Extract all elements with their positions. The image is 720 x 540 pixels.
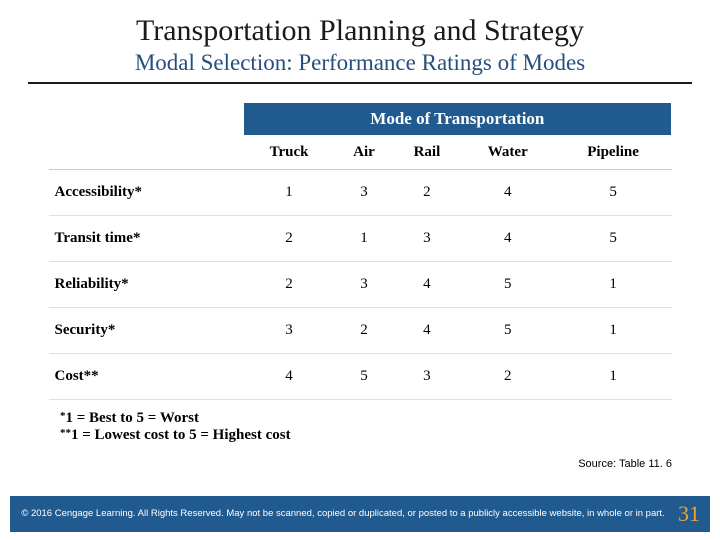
source-line: Source: Table 11. 6 [28, 444, 692, 476]
cell: 2 [243, 216, 335, 262]
cell: 1 [335, 216, 393, 262]
slide: Transportation Planning and Strategy Mod… [0, 0, 720, 540]
ratings-table: Mode of Transportation Truck Air Rail Wa… [48, 102, 672, 400]
cell: 2 [243, 262, 335, 308]
page-number: 31 [666, 501, 700, 527]
cell: 2 [393, 170, 461, 216]
table-row: Reliability* 2 3 4 5 1 [49, 262, 672, 308]
slide-subtitle: Modal Selection: Performance Ratings of … [28, 50, 692, 76]
cell: 3 [335, 262, 393, 308]
slide-title: Transportation Planning and Strategy [28, 14, 692, 48]
cell: 2 [335, 308, 393, 354]
col-water: Water [461, 136, 555, 170]
cell: 4 [461, 170, 555, 216]
super-header-label: Mode of Transportation [243, 103, 671, 136]
footnotes: *1 = Best to 5 = Worst **1 = Lowest cost… [28, 400, 692, 444]
cell: 1 [555, 262, 672, 308]
cell: 5 [461, 262, 555, 308]
cell: 1 [243, 170, 335, 216]
row-label: Reliability* [49, 262, 244, 308]
cell: 5 [335, 354, 393, 400]
cell: 1 [555, 354, 672, 400]
cell: 4 [243, 354, 335, 400]
copyright-bar: © 2016 Cengage Learning. All Rights Rese… [10, 496, 710, 532]
cell: 3 [243, 308, 335, 354]
cell: 2 [461, 354, 555, 400]
table-container: Mode of Transportation Truck Air Rail Wa… [28, 102, 692, 400]
cell: 3 [393, 354, 461, 400]
col-header-blank [49, 136, 244, 170]
row-label: Cost** [49, 354, 244, 400]
row-label: Security* [49, 308, 244, 354]
super-header-blank [49, 103, 244, 136]
cell: 3 [393, 216, 461, 262]
col-rail: Rail [393, 136, 461, 170]
table-column-header: Truck Air Rail Water Pipeline [49, 136, 672, 170]
copyright-text: © 2016 Cengage Learning. All Rights Rese… [20, 508, 666, 520]
table-row: Accessibility* 1 3 2 4 5 [49, 170, 672, 216]
table-row: Security* 3 2 4 5 1 [49, 308, 672, 354]
col-air: Air [335, 136, 393, 170]
row-label: Transit time* [49, 216, 244, 262]
table-super-header: Mode of Transportation [49, 103, 672, 136]
table-row: Cost** 4 5 3 2 1 [49, 354, 672, 400]
row-label: Accessibility* [49, 170, 244, 216]
cell: 4 [393, 262, 461, 308]
title-rule [28, 82, 692, 84]
col-pipeline: Pipeline [555, 136, 672, 170]
table-body: Accessibility* 1 3 2 4 5 Transit time* 2… [49, 170, 672, 400]
cell: 3 [335, 170, 393, 216]
cell: 1 [555, 308, 672, 354]
cell: 4 [461, 216, 555, 262]
col-truck: Truck [243, 136, 335, 170]
footnote-1: *1 = Best to 5 = Worst [60, 410, 672, 427]
cell: 4 [393, 308, 461, 354]
cell: 5 [555, 216, 672, 262]
table-row: Transit time* 2 1 3 4 5 [49, 216, 672, 262]
cell: 5 [555, 170, 672, 216]
cell: 5 [461, 308, 555, 354]
footnote-2: **1 = Lowest cost to 5 = Highest cost [60, 427, 672, 444]
